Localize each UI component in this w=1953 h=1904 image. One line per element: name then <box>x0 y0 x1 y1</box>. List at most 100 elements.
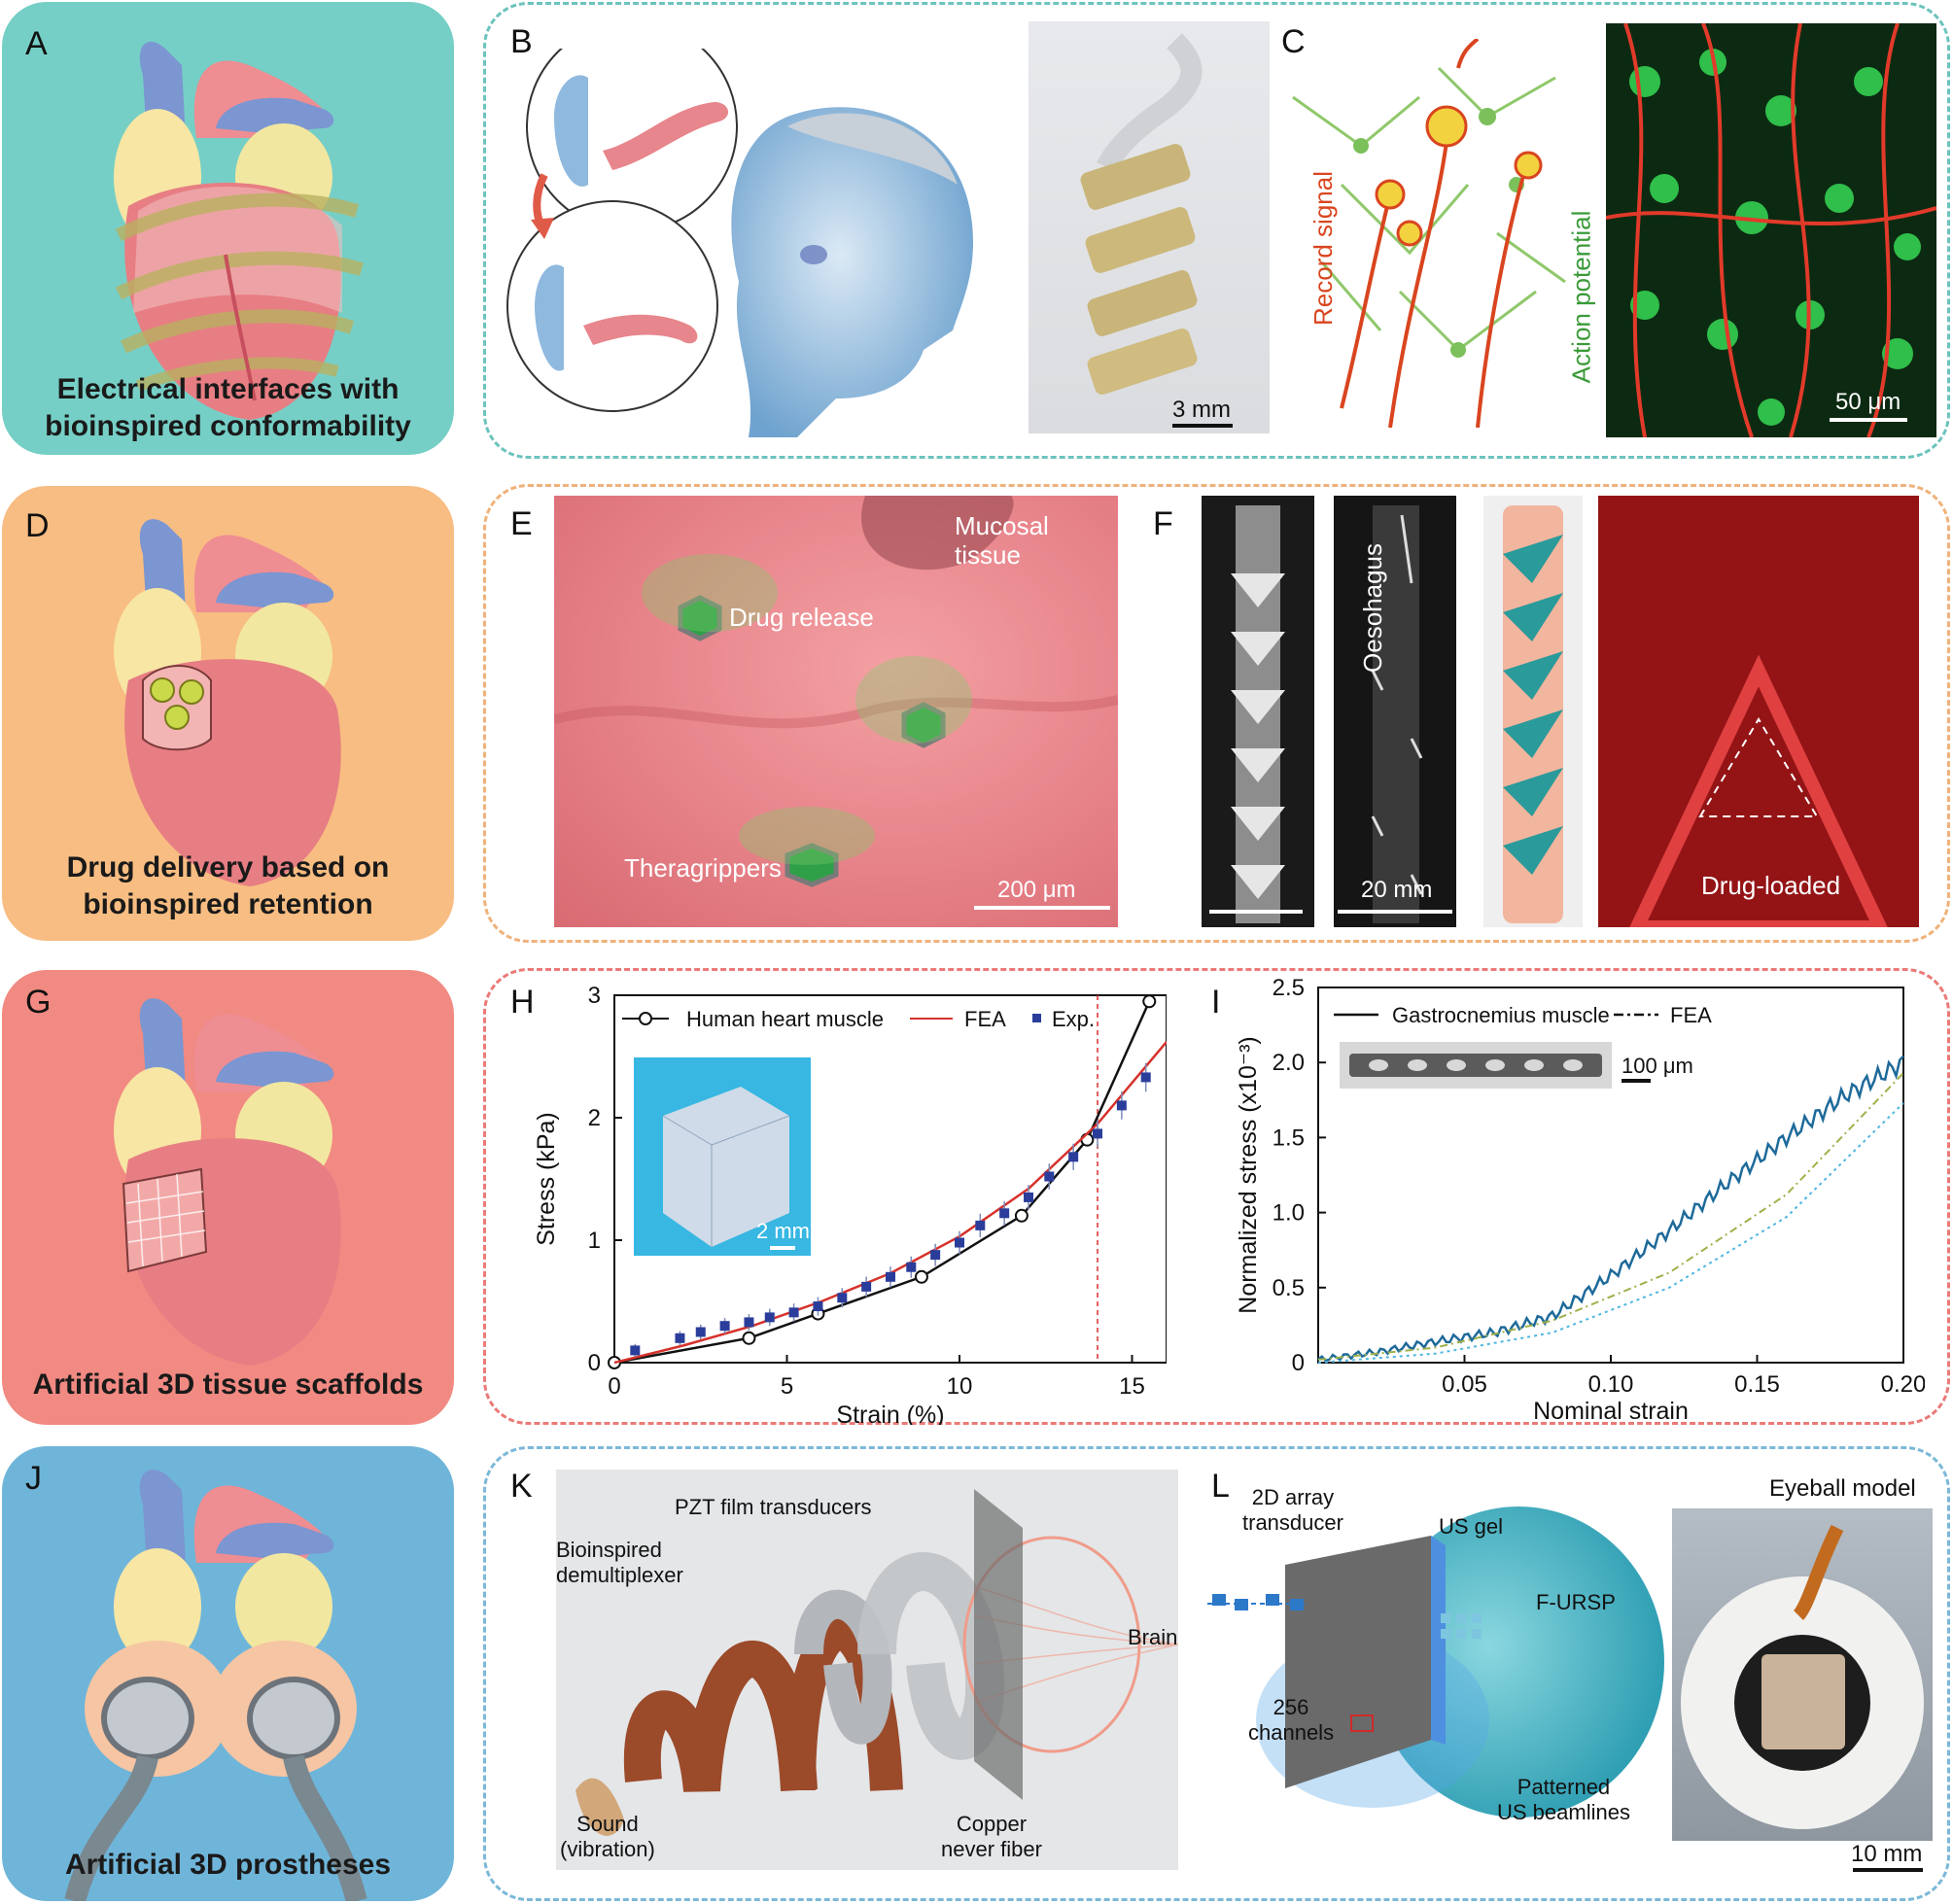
drug-release-label: Drug release <box>729 603 874 632</box>
y-tick-label: 0.5 <box>1273 1275 1305 1301</box>
data-point-exp <box>813 1301 823 1312</box>
y-tick-label: 1.5 <box>1273 1125 1305 1151</box>
data-point-exp <box>1140 1072 1151 1083</box>
frame-E-F <box>483 484 1950 943</box>
plot-frame <box>613 994 1167 1364</box>
legend-label: Human heart muscle <box>686 1007 884 1031</box>
card-A: A Electrical interfaces with bioinspired… <box>2 2 454 455</box>
data-point-human-heart <box>1142 994 1157 1009</box>
data-point-exp <box>906 1262 917 1272</box>
card-D: D Drug delivery based on bioinspired ret… <box>2 486 454 941</box>
data-point-human-heart <box>1080 1132 1095 1147</box>
cochlear-implant-illustration <box>506 49 973 437</box>
legend: Human heart muscle FEA Exp. <box>622 1007 1095 1031</box>
data-point-exp <box>719 1321 730 1332</box>
mucosal-tissue-label: Mucosal tissue <box>955 511 1049 570</box>
scale-label: 3 mm <box>1172 397 1231 423</box>
data-point-exp <box>837 1293 848 1303</box>
scale-label: 20 mm <box>1361 877 1433 903</box>
y-tick-label: 2 <box>588 1105 601 1131</box>
scale-label: 10 mm <box>1851 1841 1923 1867</box>
x-axis-label: Strain (%) <box>836 1402 944 1425</box>
scale-bar <box>1853 1868 1923 1872</box>
panel-letter-C: C <box>1281 23 1306 60</box>
scale-bar <box>1830 418 1907 422</box>
array-transducer-label: 2D array transducer <box>1242 1485 1343 1535</box>
heart-prosthesis-illustration <box>64 1470 367 1901</box>
panel-letter-B: B <box>510 23 533 60</box>
card-caption: Electrical interfaces with bioinspired c… <box>45 373 411 442</box>
heart-scaffold-illustration <box>114 998 341 1366</box>
data-point-exp <box>1024 1192 1033 1202</box>
panel-letter: D <box>25 507 50 544</box>
x-tick-label: 15 <box>1119 1373 1145 1400</box>
muscle-scaffold-inset <box>1340 1042 1612 1089</box>
copper-fiber-label: Copper never fiber <box>941 1812 1042 1861</box>
inset-scale-bar <box>770 1246 795 1250</box>
x-axis-label: Nominal strain <box>1533 1398 1689 1425</box>
data-point-exp <box>788 1307 799 1318</box>
stress-strain-chart-I: 0.05 0.10 0.15 0.20 0 0.5 1.0 1.5 2.0 2.5 Nominal … <box>1235 975 1925 1425</box>
y-tick-label: 0 <box>588 1350 601 1376</box>
brain-label: Brain <box>1128 1625 1178 1649</box>
series-gastrocnemius-line <box>1317 1055 1904 1363</box>
drug-loaded-label: Drug-loaded <box>1701 871 1841 900</box>
data-point-human-heart <box>1014 1208 1029 1223</box>
legend: Gastrocnemius muscle FEA <box>1334 1003 1712 1027</box>
y-tick-label: 3 <box>588 983 601 1009</box>
data-point-exp <box>955 1237 964 1248</box>
scale-bar <box>1338 910 1452 914</box>
scale-bar <box>974 906 1110 910</box>
legend-marker <box>639 1012 652 1025</box>
x-tick-label: 0.10 <box>1588 1371 1634 1398</box>
lattice-scaffold-inset: 2 mm <box>634 1057 811 1256</box>
data-point-human-heart <box>742 1331 756 1345</box>
y-axis-label: Stress (kPa) <box>533 1112 560 1246</box>
legend-label: Exp. <box>1052 1007 1095 1031</box>
data-point-exp <box>1044 1171 1055 1182</box>
data-point-human-heart <box>914 1269 928 1284</box>
card-J: J Artificial 3D prostheses <box>2 1446 454 1901</box>
data-point-exp <box>675 1333 685 1343</box>
ultrasound-patch-illustration <box>1207 1506 1664 1817</box>
spiral-electrode-photo: 3 mm <box>1029 21 1270 433</box>
data-point-exp <box>630 1345 641 1356</box>
panel-letter-H: H <box>510 984 535 1021</box>
xray-image-1 <box>1202 496 1314 927</box>
us-gel-label: US gel <box>1439 1514 1504 1539</box>
x-tick-label: 5 <box>781 1373 793 1400</box>
cochlea-transducer-render <box>556 1470 1178 1870</box>
data-point-exp <box>975 1220 986 1230</box>
card-caption: Artificial 3D tissue scaffolds <box>32 1368 424 1401</box>
panel-letter-L: L <box>1211 1468 1230 1505</box>
panel-letter: G <box>25 984 52 1021</box>
y-tick-label: 1.0 <box>1273 1200 1305 1227</box>
scale-label: 50 μm <box>1835 389 1901 415</box>
data-point-exp <box>764 1312 775 1323</box>
drug-device-photo <box>1483 496 1583 927</box>
oesophagus-label: Oesohagus <box>1357 543 1387 673</box>
legend-marker <box>1032 1014 1041 1022</box>
series-fea-line-2 <box>1317 1102 1904 1364</box>
data-point-exp <box>861 1281 872 1292</box>
eyeball-model-label: Eyeball model <box>1769 1475 1916 1502</box>
neuron-fluorescence-image: 50 μm <box>1606 23 1936 437</box>
xray-image-2: Oesohagus 20 mm <box>1334 496 1456 927</box>
card-G: G Artificial 3D tissue scaffolds <box>2 970 454 1425</box>
data-point-exp <box>1116 1100 1127 1111</box>
theragrippers-label: Theragrippers <box>624 853 782 883</box>
scale-label: 200 μm <box>997 877 1076 903</box>
y-tick-label: 1 <box>588 1228 601 1254</box>
bioinspired-demux-label: Bioinspired demultiplexer <box>556 1538 683 1587</box>
inset-scale-label: 100 μm <box>1622 1054 1693 1078</box>
x-tick-label: 0.05 <box>1442 1371 1487 1398</box>
action-potential-label: Action potential <box>1566 210 1596 384</box>
x-tick-label: 0.20 <box>1881 1371 1925 1398</box>
panel-letter-K: K <box>510 1468 533 1505</box>
panel-letter: A <box>25 25 48 62</box>
heart-drug-illustration <box>114 519 341 886</box>
y-tick-label: 2.5 <box>1273 975 1305 1001</box>
panel-letter: J <box>25 1460 42 1497</box>
eyeball-model-photo <box>1672 1508 1933 1841</box>
stress-strain-chart-H: 0 5 10 15 0 1 2 3 Strain (%) Stress (kPa) Human he… <box>533 983 1167 1425</box>
